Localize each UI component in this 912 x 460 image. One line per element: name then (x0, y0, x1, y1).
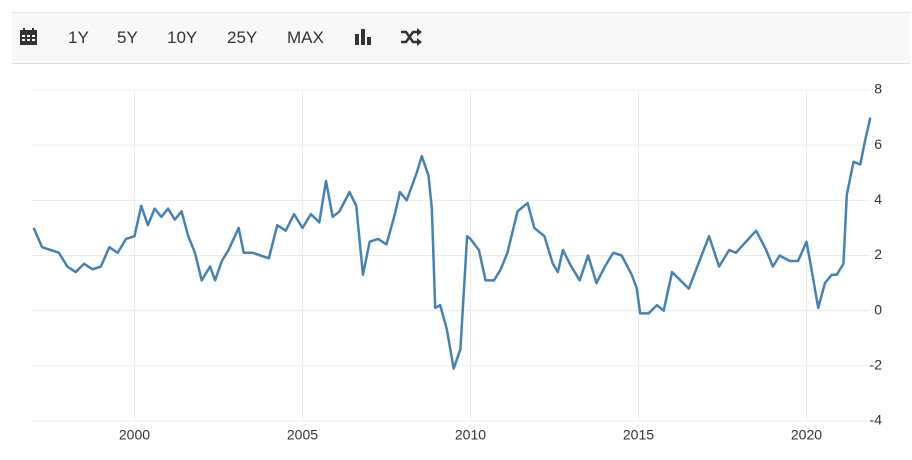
x-tick-label: 2000 (119, 427, 150, 443)
y-tick-label: 6 (874, 136, 882, 152)
x-tick-label: 2020 (791, 427, 822, 443)
y-tick-label: -2 (870, 357, 883, 373)
x-tick-label: 2015 (623, 427, 654, 443)
data-line (32, 117, 872, 370)
range-button[interactable]: 10Y (167, 28, 198, 47)
range-button[interactable]: MAX (287, 28, 324, 47)
y-tick-label: 4 (874, 191, 882, 207)
toolbar: 1Y 5Y 10Y 25Y MAX (12, 12, 910, 64)
x-tick-label: 2010 (455, 427, 486, 443)
y-tick-label: -4 (870, 412, 883, 428)
range-button[interactable]: 25Y (227, 28, 258, 47)
y-tick-label: 0 (874, 301, 882, 317)
range-button[interactable]: 5Y (117, 28, 138, 47)
y-tick-label: 8 (874, 81, 882, 97)
shuffle-icon[interactable] (400, 28, 422, 46)
x-tick-label: 2005 (287, 427, 318, 443)
bar-chart-icon[interactable] (354, 28, 372, 46)
y-tick-label: 2 (874, 246, 882, 262)
calendar-icon[interactable] (20, 28, 37, 45)
range-button[interactable]: 1Y (68, 28, 89, 47)
